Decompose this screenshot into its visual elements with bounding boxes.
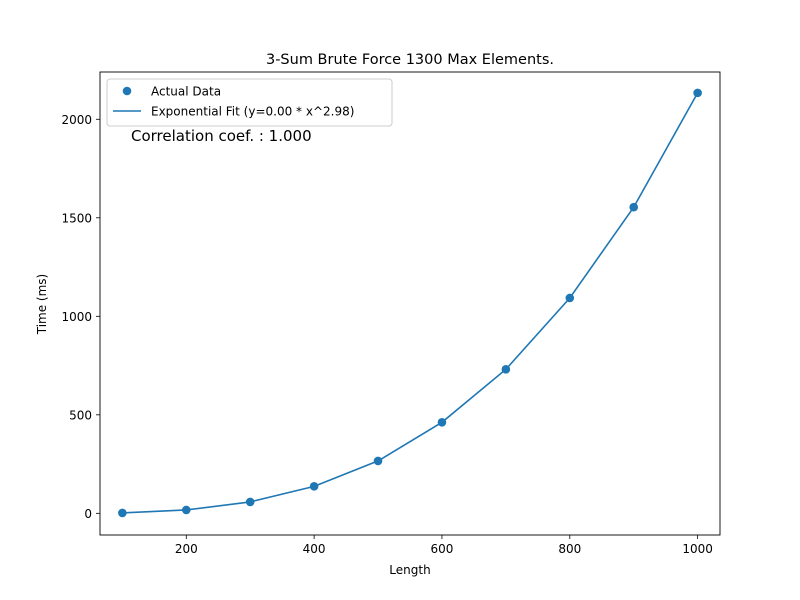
x-tick-label: 1000 (682, 542, 713, 556)
chart-title: 3-Sum Brute Force 1300 Max Elements. (266, 52, 554, 68)
x-tick-label: 800 (558, 542, 581, 556)
data-point (565, 293, 575, 303)
correlation-annotation: Correlation coef. : 1.000 (131, 127, 312, 145)
legend-label: Exponential Fit (y=0.00 * x^2.98) (151, 105, 354, 119)
legend: Actual Data Exponential Fit (y=0.00 * x^2… (106, 78, 393, 127)
x-tick-label: 600 (431, 542, 454, 556)
plot-area: 200 400 600 800 1000 0 500 1000 1500 2000 (61, 71, 721, 556)
data-point (309, 482, 319, 491)
legend-marker-actual-data (122, 86, 132, 96)
y-axis-label: Time (ms) (35, 274, 49, 336)
legend-box (106, 78, 393, 127)
fit-line (122, 92, 699, 514)
y-tick-label: 1000 (61, 310, 92, 324)
data-point (501, 365, 511, 374)
x-tick-label: 200 (175, 542, 198, 556)
data-point (373, 456, 383, 466)
legend-label: Actual Data (151, 85, 221, 99)
y-tick-label: 1500 (61, 211, 92, 225)
axes-frame (99, 71, 721, 536)
data-point (245, 497, 255, 507)
data-point (437, 418, 447, 427)
data-point (181, 505, 191, 515)
data-point (693, 88, 702, 98)
y-tick-label: 0 (84, 507, 92, 521)
y-tick-label: 500 (69, 408, 92, 422)
data-point (118, 508, 127, 518)
data-point (629, 202, 639, 212)
x-tick-label: 400 (303, 542, 326, 556)
x-axis-label: Length (389, 563, 430, 577)
y-tick-label: 2000 (61, 113, 92, 127)
